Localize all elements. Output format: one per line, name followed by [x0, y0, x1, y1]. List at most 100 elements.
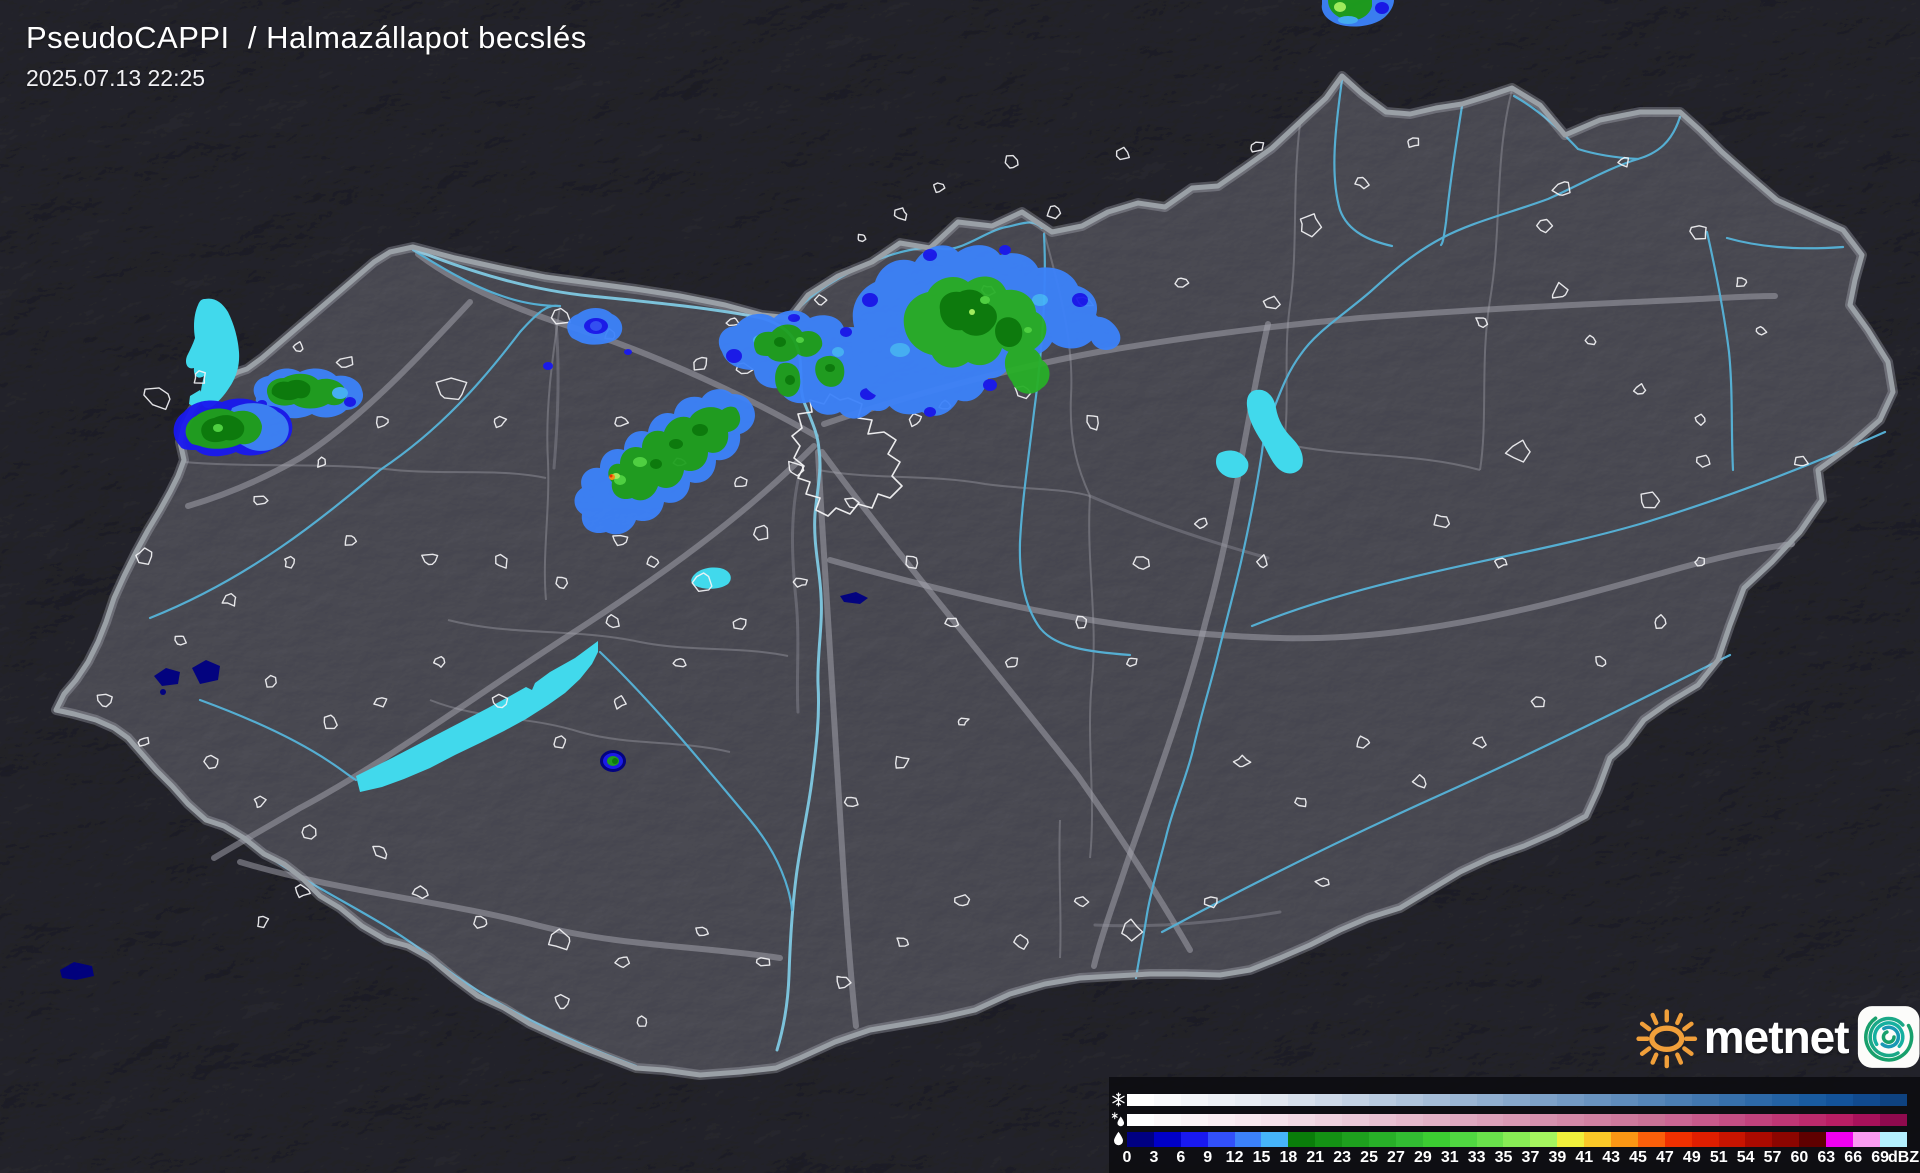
town-outline — [553, 735, 567, 749]
legend-cell — [1853, 1094, 1880, 1106]
legend-cell — [1261, 1132, 1289, 1147]
legend-cell — [1557, 1132, 1585, 1147]
town-outline — [493, 415, 508, 429]
legend-cell — [1261, 1094, 1289, 1106]
legend-cell — [1476, 1114, 1504, 1126]
tick-label: 3 — [1149, 1149, 1159, 1166]
town-outline — [672, 658, 687, 668]
legend-cell — [1691, 1094, 1719, 1106]
town-outline — [1551, 281, 1569, 299]
legend-cell — [1879, 1132, 1907, 1147]
town-outline — [1004, 657, 1019, 668]
legend-cell — [1772, 1114, 1800, 1126]
town-outline — [755, 957, 771, 967]
legend-cell — [1503, 1132, 1531, 1147]
lakes — [185, 298, 1303, 792]
town-outline — [933, 182, 946, 194]
legend-cell — [1153, 1132, 1181, 1147]
town-outline — [732, 617, 747, 630]
town-outline — [135, 547, 153, 565]
town-outline — [1125, 657, 1138, 667]
legend-cell — [1718, 1114, 1746, 1126]
tick-label: 0 — [1122, 1149, 1132, 1166]
town-outline — [1255, 554, 1268, 569]
town-outline — [836, 975, 852, 989]
legend-cell — [1584, 1094, 1612, 1106]
legend-cell — [1342, 1114, 1370, 1126]
town-outline — [1174, 277, 1190, 288]
legend-cell — [1637, 1132, 1665, 1147]
title-block: PseudoCAPPI / Halmazállapot becslés 2025… — [26, 20, 587, 92]
legend-cell — [1718, 1094, 1746, 1106]
legend-cell — [1234, 1114, 1262, 1126]
town-outline — [1551, 181, 1571, 196]
legend-cell — [1395, 1114, 1423, 1126]
town-outline — [555, 576, 569, 590]
town-outline — [646, 555, 660, 568]
lake-ferto — [185, 298, 240, 408]
legend-cell — [1772, 1132, 1800, 1147]
sun-rays-icon — [1636, 1009, 1698, 1069]
town-outline — [1530, 696, 1546, 708]
lake-velence — [691, 567, 731, 589]
legend-cell — [1637, 1094, 1665, 1106]
town-outline — [1694, 413, 1706, 426]
legend-cell — [1234, 1094, 1262, 1106]
tick-label: 15 — [1252, 1149, 1271, 1166]
tick-label: 45 — [1629, 1149, 1647, 1166]
metnet-spiral-icon — [1857, 1006, 1920, 1068]
town-outline — [1354, 176, 1370, 190]
tick-label: 35 — [1494, 1149, 1513, 1166]
legend-cell — [1315, 1132, 1343, 1147]
town-outline — [1407, 137, 1420, 149]
town-outline — [896, 937, 910, 947]
tick-label: 6 — [1176, 1149, 1186, 1166]
page-title: PseudoCAPPI / Halmazállapot becslés — [26, 20, 587, 55]
legend-cell — [1530, 1094, 1558, 1106]
town-outline — [1115, 146, 1131, 161]
legend-cell — [1422, 1114, 1450, 1126]
legend-ticks: 0 3 6 9 12 15 18 21 23 25 27 29 31 33 35 37 39 41 43 45 47 49… — [1109, 1149, 1920, 1169]
legend-cell — [1745, 1094, 1773, 1106]
legend-cell — [1826, 1132, 1854, 1147]
town-outline — [1132, 556, 1151, 570]
lake-tisza — [1246, 389, 1303, 474]
town-outline — [695, 926, 709, 937]
legend-cell — [1611, 1114, 1638, 1126]
town-outline — [895, 755, 910, 769]
town-outline — [753, 524, 769, 541]
town-outline — [957, 717, 970, 726]
tick-label: 49 — [1682, 1149, 1701, 1166]
legend-cell — [1664, 1114, 1692, 1126]
town-outline — [554, 993, 570, 1010]
legend-cell — [1476, 1132, 1504, 1147]
tick-label: 21 — [1306, 1149, 1325, 1166]
sleet-icon — [1111, 1112, 1125, 1127]
legend-cell — [1207, 1094, 1235, 1106]
town-outline — [788, 460, 805, 477]
town-outline — [1584, 334, 1597, 346]
town-outline — [1046, 205, 1062, 220]
town-outline — [411, 885, 429, 900]
legend-cell — [1799, 1094, 1827, 1106]
town-outline — [1299, 213, 1323, 238]
town-outline — [372, 845, 388, 860]
tick-label: 33 — [1467, 1149, 1486, 1166]
town-outline — [264, 674, 277, 688]
town-outline — [435, 377, 468, 401]
town-outline — [1535, 218, 1554, 234]
snowflake-icon — [1112, 1092, 1125, 1107]
town-outline — [203, 754, 219, 770]
legend-cell — [1180, 1132, 1208, 1147]
legend-cell — [1207, 1132, 1235, 1147]
legend-cell — [1261, 1114, 1289, 1126]
legend-cell — [1799, 1114, 1827, 1126]
town-outline — [292, 341, 304, 353]
town-outline — [1004, 154, 1019, 169]
legend-cell — [1853, 1114, 1880, 1126]
town-outline — [691, 572, 713, 592]
legend-cell — [1153, 1114, 1181, 1126]
legend-cell — [1422, 1094, 1450, 1106]
legend-cell — [1288, 1114, 1316, 1126]
legend-cell — [1611, 1132, 1638, 1147]
